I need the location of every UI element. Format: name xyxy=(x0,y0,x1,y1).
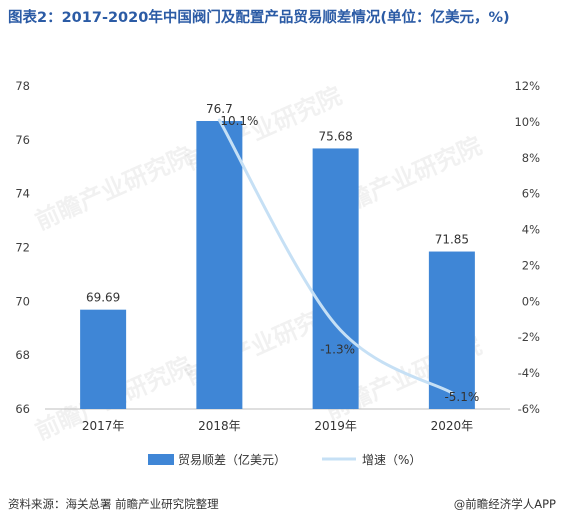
watermark-text: 前瞻产业研究院 xyxy=(31,142,196,236)
x-axis-tick: 2018年 xyxy=(198,419,241,433)
legend-line-label: 增速（%） xyxy=(362,453,421,467)
bar-value-label: 69.69 xyxy=(86,291,120,305)
line-value-label: -1.3% xyxy=(320,343,355,357)
legend-bar-swatch xyxy=(148,454,174,465)
left-axis-tick: 76 xyxy=(15,133,30,147)
bar-data-labels: 69.69 76.7 75.68 71.85 xyxy=(86,102,469,305)
right-axis-tick: 12% xyxy=(514,79,540,93)
right-axis-tick: 8% xyxy=(522,151,540,165)
left-axis-tick: 70 xyxy=(15,294,30,308)
x-axis-tick: 2019年 xyxy=(314,419,357,433)
right-axis-tick: -4% xyxy=(518,366,540,380)
right-axis-tick: 4% xyxy=(522,223,540,237)
legend: 贸易顺差（亿美元） 增速（%） xyxy=(148,452,421,467)
line-value-label: 10.1% xyxy=(220,114,258,128)
bar xyxy=(80,309,127,409)
x-axis-tick: 2017年 xyxy=(82,419,125,433)
x-axis-tick: 2020年 xyxy=(431,419,474,433)
right-axis-tick: 2% xyxy=(522,258,540,272)
bar xyxy=(196,120,243,409)
x-axis-labels: 2017年 2018年 2019年 2020年 xyxy=(82,419,473,433)
left-axis-tick: 68 xyxy=(15,348,30,362)
right-axis-tick: 10% xyxy=(514,115,540,129)
right-axis-ticks: -6% -4% -2% 0% 2% 4% 6% 8% 10% 12% xyxy=(514,79,540,416)
growth-rate-line xyxy=(217,118,454,395)
left-axis-ticks: 66 68 70 72 74 76 78 xyxy=(15,79,30,416)
right-axis-tick: -6% xyxy=(518,402,540,416)
left-axis-tick: 66 xyxy=(15,402,30,416)
bar-value-label: 76.7 xyxy=(206,102,233,116)
line-series xyxy=(217,118,454,395)
line-data-labels: 10.1% -1.3% -5.1% xyxy=(220,114,479,404)
bar xyxy=(428,251,475,409)
left-axis-tick: 72 xyxy=(15,241,30,255)
bar xyxy=(312,148,359,410)
right-axis-tick: 6% xyxy=(522,187,540,201)
right-axis-tick: 0% xyxy=(522,294,540,308)
bar-value-label: 71.85 xyxy=(435,233,469,247)
source-note: 资料来源：海关总署 前瞻产业研究院整理 xyxy=(8,497,219,511)
chart-title: 图表2：2017-2020年中国阀门及配置产品贸易顺差情况(单位：亿美元，%) xyxy=(8,10,510,26)
right-axis-tick: -2% xyxy=(518,330,540,344)
bar-value-label: 75.68 xyxy=(318,129,352,143)
left-axis-tick: 74 xyxy=(15,187,30,201)
brand-credit: @前瞻经济学人APP xyxy=(453,497,556,511)
bar-series xyxy=(80,120,475,410)
line-value-label: -5.1% xyxy=(444,390,479,404)
left-axis-tick: 78 xyxy=(15,79,30,93)
legend-bar-label: 贸易顺差（亿美元） xyxy=(178,452,286,467)
